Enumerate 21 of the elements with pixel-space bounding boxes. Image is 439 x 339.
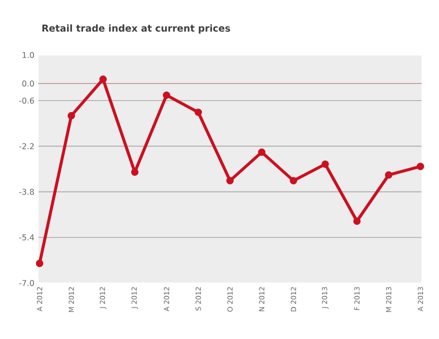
y-tick-label: -5.4 — [19, 234, 34, 240]
point — [131, 168, 138, 176]
point — [162, 91, 170, 99]
y-tick-label: 0.0 — [22, 80, 34, 87]
point — [258, 148, 266, 156]
y-tick-label: -2.2 — [19, 143, 34, 150]
y-tick-label: -3.8 — [19, 188, 34, 195]
point — [226, 176, 234, 184]
y-tick-label: -0.6 — [19, 98, 34, 104]
point — [384, 171, 392, 179]
point — [290, 176, 298, 184]
chart-title: Retail trade index at current prices — [42, 24, 230, 34]
point — [194, 108, 202, 116]
y-tick-label: -7.0 — [19, 280, 34, 286]
point — [353, 217, 361, 225]
point — [36, 260, 44, 268]
point — [322, 160, 329, 168]
y-tick-label: 1.0 — [22, 52, 34, 58]
point — [99, 76, 107, 83]
point — [68, 112, 76, 120]
point — [416, 162, 424, 170]
